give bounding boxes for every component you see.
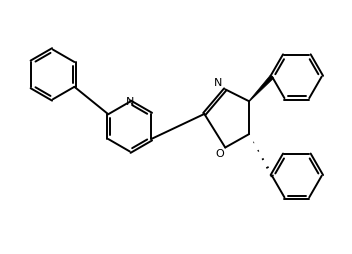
Polygon shape [249,75,274,102]
Text: N: N [214,78,222,88]
Text: O: O [215,149,224,159]
Text: N: N [126,97,135,107]
